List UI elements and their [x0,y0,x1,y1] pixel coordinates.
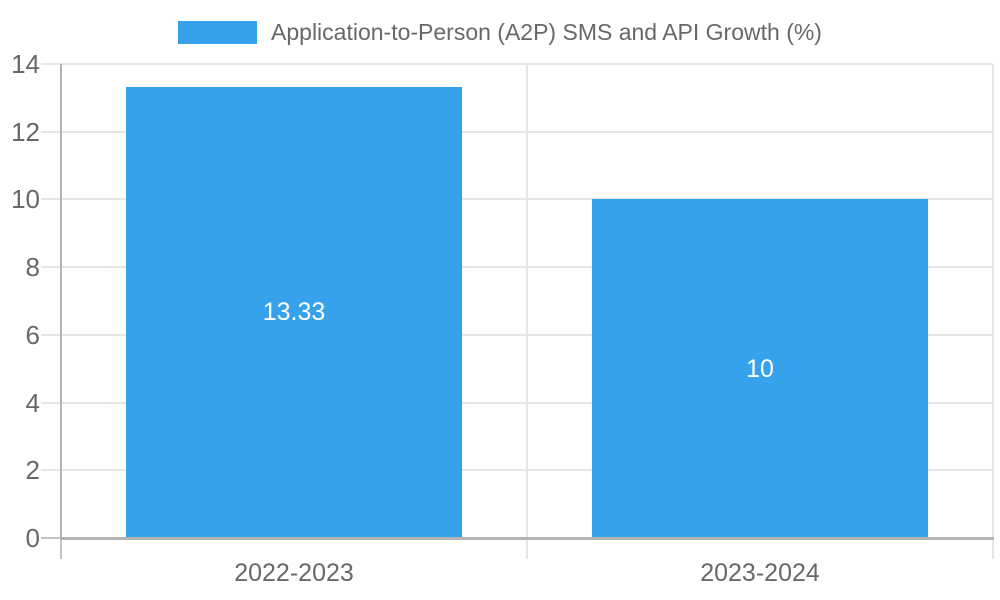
legend-series-label: Application-to-Person (A2P) SMS and API … [271,18,822,45]
y-axis-line [60,64,62,538]
x-tick-label: 2022-2023 [234,559,354,587]
y-tick-label: 10 [11,184,40,215]
bar [126,86,462,538]
y-tick-label: 4 [25,387,40,418]
y-tick-label: 14 [11,49,40,79]
y-tick-mark [41,469,61,472]
y-tick-mark [41,266,61,269]
x-gridline [992,64,994,538]
legend-color-swatch [178,20,258,44]
x-tick-label: 2023-2024 [700,559,820,587]
bar-value-label: 13.33 [262,298,326,327]
y-tick-label: 6 [25,319,40,350]
x-tick-mark [60,540,62,559]
y-tick-mark [41,130,61,133]
bar-value-label: 10 [746,354,774,383]
y-tick-label: 12 [11,116,40,147]
x-gridline [526,64,528,538]
y-tick-mark [41,401,61,404]
y-tick-label: 8 [25,252,40,283]
y-tick-mark [41,198,61,201]
x-tick-mark [992,540,994,559]
y-tick-mark [41,63,61,65]
y-tick-label: 2 [25,455,40,486]
x-axis-line [60,537,994,540]
y-tick-mark [41,537,61,539]
chart-legend: Application-to-Person (A2P) SMS and API … [0,18,1000,46]
x-tick-mark [526,540,528,559]
y-tick-mark [41,333,61,336]
bar [592,199,928,538]
y-tick-label: 0 [25,523,40,553]
